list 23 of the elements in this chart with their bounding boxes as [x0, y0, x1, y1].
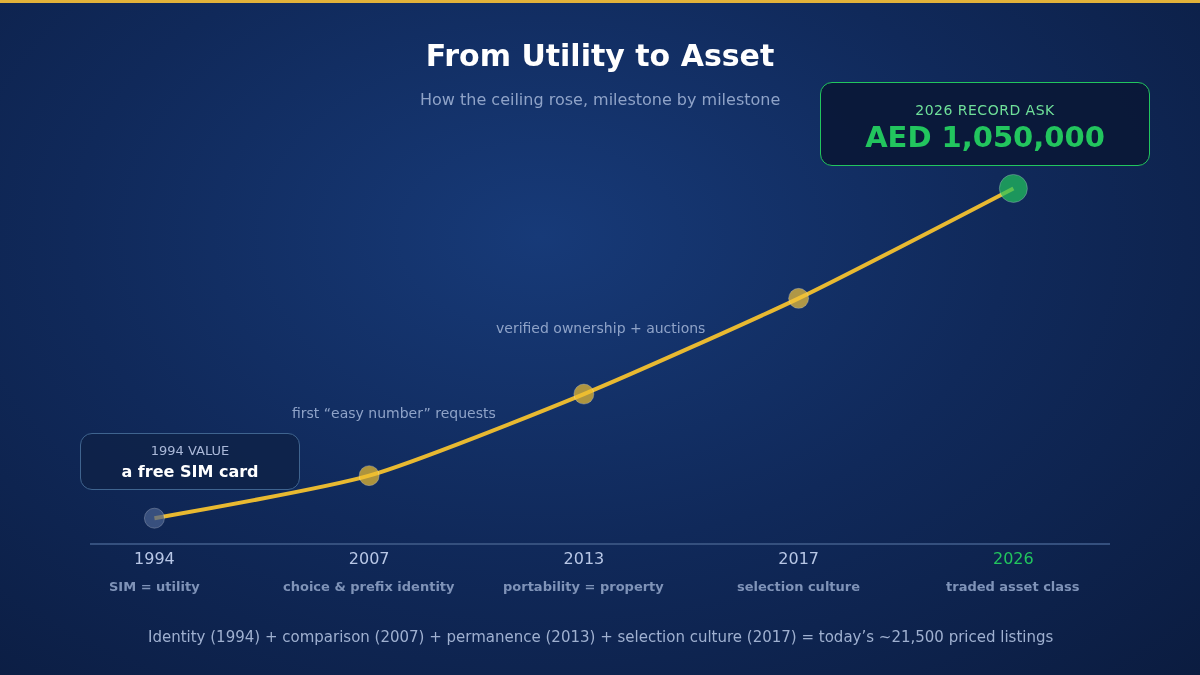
point: [573, 383, 595, 405]
x-tick-label: 2013: [563, 548, 605, 568]
x-tick-label: 1994: [134, 548, 175, 568]
text: traded asset class: [946, 579, 1080, 594]
chart-title: From Utility to Asset: [425, 37, 775, 73]
text: SIM = utility: [109, 579, 201, 594]
x-tick-label: 2026: [993, 548, 1034, 568]
point: [788, 287, 810, 309]
point: [143, 507, 165, 529]
chart-subtitle: How the ceiling rose, milestone by milestone: [420, 90, 781, 109]
text: portability = property: [503, 579, 665, 594]
text: Identity (1994) + comparison (2007) + permanence (2013) + selection culture (2017) = today’s ~21,500 priced listings: [148, 628, 1054, 646]
text: AED 1,050,000: [864, 120, 1106, 154]
text: selection culture: [737, 579, 861, 594]
x-tick-label: 2007: [348, 548, 390, 568]
annotation: verified ownership + auctions: [496, 320, 706, 336]
annotation: first “easy number” requests: [292, 405, 496, 421]
annotation: 1994 VALUE: [149, 443, 231, 458]
text: choice & prefix identity: [283, 579, 456, 594]
point: [358, 465, 380, 487]
text: 2026 RECORD ASK: [914, 102, 1056, 118]
annotation: a free SIM card: [120, 462, 260, 481]
x-tick-label: 2017: [778, 548, 819, 568]
